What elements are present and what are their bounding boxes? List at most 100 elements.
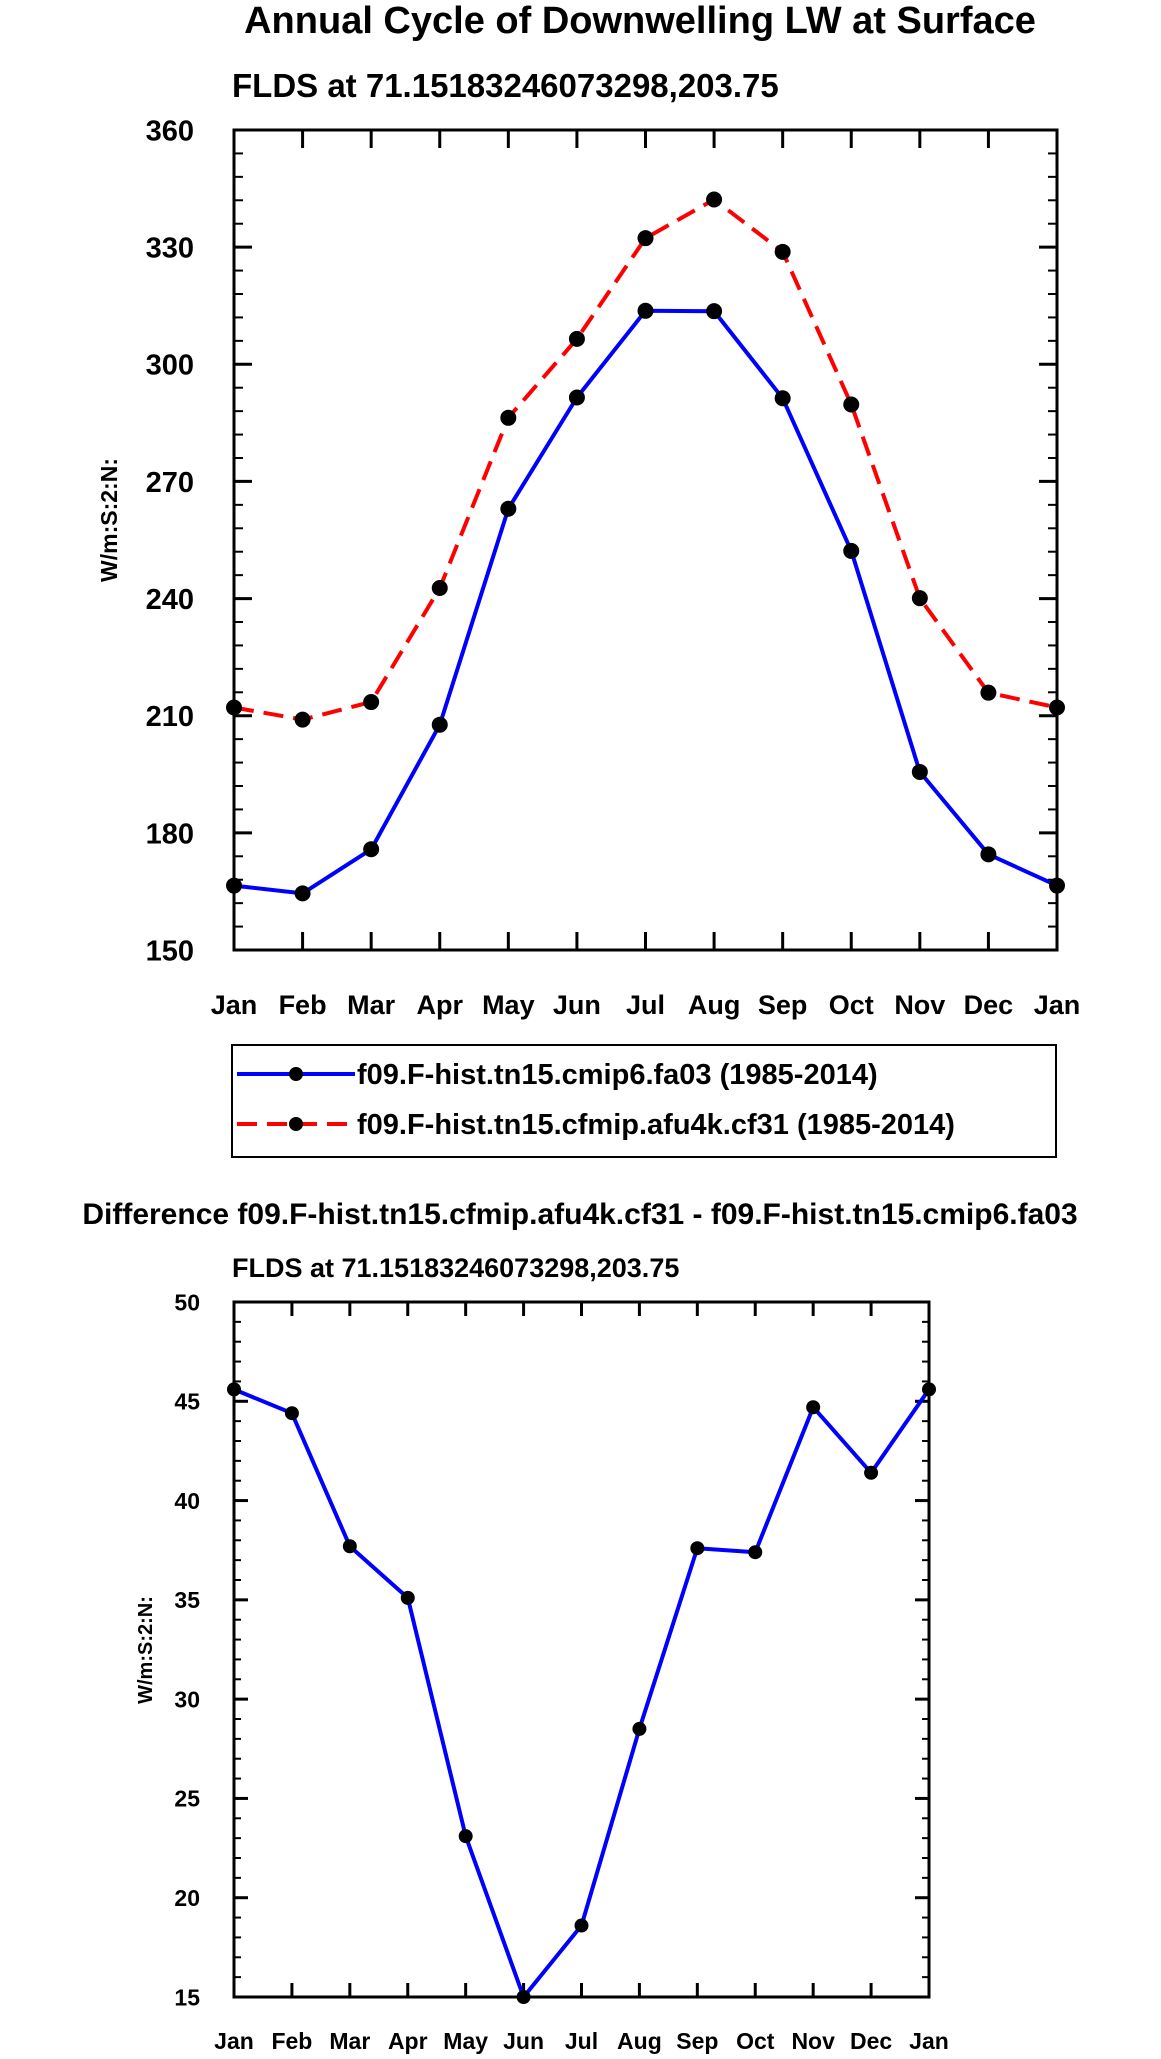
y-tick-label: 270 (146, 467, 194, 499)
x-tick-label: Feb (279, 990, 327, 1020)
top-y-tick-labels: 150 180 210 240 270 300 330 360 (146, 115, 194, 967)
x-tick-label: Dec (964, 990, 1014, 1020)
y-tick-label: 50 (174, 1289, 200, 1315)
data-point-1-aug (706, 303, 723, 320)
data-point-2-mar (363, 694, 380, 711)
data-point-1-feb (294, 885, 311, 902)
bottom-series-layer (227, 1382, 936, 2004)
y-tick-label: 210 (146, 701, 194, 733)
data-point-2-oct (843, 396, 860, 413)
y-tick-label: 180 (146, 818, 194, 850)
x-tick-label: Feb (271, 2028, 312, 2054)
y-tick-label: 240 (146, 584, 194, 616)
y-tick-label: 20 (174, 1885, 200, 1911)
bottom-axis-ticks (232, 1300, 931, 1999)
bottom-chart: Difference f09.F-hist.tn15.cfmip.afu4k.c… (82, 1198, 1077, 2054)
y-tick-label: 40 (174, 1488, 200, 1514)
x-tick-label: Aug (688, 990, 740, 1020)
y-tick-label: 15 (174, 1984, 200, 2010)
x-tick-label: Sep (676, 2028, 718, 2054)
data-point-1-nov (806, 1400, 821, 1415)
data-point-1-oct (748, 1545, 763, 1560)
data-point-2-jun (568, 330, 585, 347)
data-point-2-jul (637, 230, 654, 247)
data-point-1-apr (400, 1590, 415, 1605)
data-point-1-dec (980, 846, 997, 863)
bottom-y-tick-labels: 15 20 25 30 35 40 45 50 (174, 1289, 200, 2010)
x-tick-label: Mar (329, 2028, 370, 2054)
data-point-1-sep (690, 1541, 705, 1556)
top-x-tick-labels: Jan Feb Mar Apr May Jun Jul Aug Sep Oct Nov Dec Jan (211, 990, 1081, 1020)
series-line-1 (233, 1387, 931, 1999)
bottom-x-tick-labels: Jan Feb Mar Apr May Jun Jul Aug Sep Oct Nov Dec Jan (214, 2028, 949, 2054)
x-tick-label: Oct (736, 2028, 775, 2054)
legend-marker-series-1 (289, 1067, 303, 1081)
x-tick-label: Mar (347, 990, 396, 1020)
data-point-1-apr (431, 716, 448, 733)
x-tick-label: Apr (417, 990, 464, 1020)
legend-box (231, 1044, 1057, 1158)
series-line-2 (233, 197, 1058, 722)
legend-label-series-2: f09.F-hist.tn15.cfmip.afu4k.cf31 (1985-2… (357, 1109, 955, 1141)
data-point-1-jun (568, 389, 585, 406)
y-tick-label: 300 (146, 350, 194, 382)
data-point-1-nov (911, 763, 928, 780)
data-point-1-sep (774, 390, 791, 407)
x-tick-label: Jul (626, 990, 665, 1020)
data-point-1-jul (637, 302, 654, 319)
y-tick-label: 150 (146, 935, 194, 967)
y-tick-label: 30 (174, 1686, 200, 1712)
data-point-1-may (500, 500, 517, 517)
data-point-2-aug (706, 191, 723, 208)
top-axis-ticks (232, 128, 1059, 952)
y-tick-label: 35 (174, 1587, 200, 1613)
x-tick-label: Jul (565, 2028, 598, 2054)
x-tick-label: May (443, 2028, 488, 2054)
data-point-2-apr (431, 580, 448, 597)
x-tick-label: Jan (214, 2028, 254, 2054)
x-tick-label: May (482, 990, 535, 1020)
top-chart-title: Annual Cycle of Downwelling LW at Surfac… (244, 0, 1036, 42)
data-point-2-nov (911, 590, 928, 607)
x-tick-label: Nov (894, 990, 945, 1020)
bottom-chart-ylabel: W/m:S:2:N: (135, 1596, 157, 1704)
top-legend: f09.F-hist.tn15.cmip6.fa03 (1985-2014) f… (231, 1044, 1057, 1158)
x-tick-label: Jan (211, 990, 258, 1020)
data-point-2-sep (774, 243, 791, 260)
top-chart-ylabel: W/m:S:2:N: (96, 458, 122, 582)
data-point-1-aug (632, 1721, 647, 1736)
x-tick-label: Jun (503, 2028, 544, 2054)
y-tick-label: 330 (146, 233, 194, 265)
x-tick-label: Oct (829, 990, 874, 1020)
x-tick-label: Jun (553, 990, 601, 1020)
x-tick-label: Jan (909, 2028, 949, 2054)
bottom-chart-title: Difference f09.F-hist.tn15.cfmip.afu4k.c… (82, 1198, 1077, 1231)
data-point-1-oct (843, 542, 860, 559)
top-chart: Annual Cycle of Downwelling LW at Surfac… (96, 0, 1081, 1158)
x-tick-label: Dec (850, 2028, 892, 2054)
y-tick-label: 360 (146, 115, 194, 147)
x-tick-label: Nov (791, 2028, 835, 2054)
legend-label-series-1: f09.F-hist.tn15.cmip6.fa03 (1985-2014) (357, 1059, 878, 1091)
series-line-1 (233, 308, 1058, 896)
data-point-1-dec (864, 1465, 879, 1480)
data-point-1-mar (342, 1539, 357, 1554)
data-point-1-jul (574, 1918, 589, 1933)
data-point-1-may (458, 1829, 473, 1844)
top-plot-frame (232, 128, 1059, 952)
y-tick-label: 45 (174, 1389, 200, 1415)
data-point-2-dec (980, 684, 997, 701)
top-chart-subtitle: FLDS at 71.15183246073298,203.75 (232, 67, 779, 104)
x-tick-label: Jan (1034, 990, 1081, 1020)
data-point-2-may (500, 409, 517, 426)
x-tick-label: Aug (617, 2028, 662, 2054)
data-point-2-feb (294, 711, 311, 728)
bottom-plot-frame (232, 1300, 931, 1999)
bottom-chart-subtitle: FLDS at 71.15183246073298,203.75 (232, 1253, 679, 1283)
data-point-1-mar (363, 841, 380, 858)
x-tick-label: Apr (388, 2028, 428, 2054)
y-tick-label: 25 (174, 1786, 200, 1812)
data-point-1-feb (284, 1406, 299, 1421)
x-tick-label: Sep (758, 990, 808, 1020)
